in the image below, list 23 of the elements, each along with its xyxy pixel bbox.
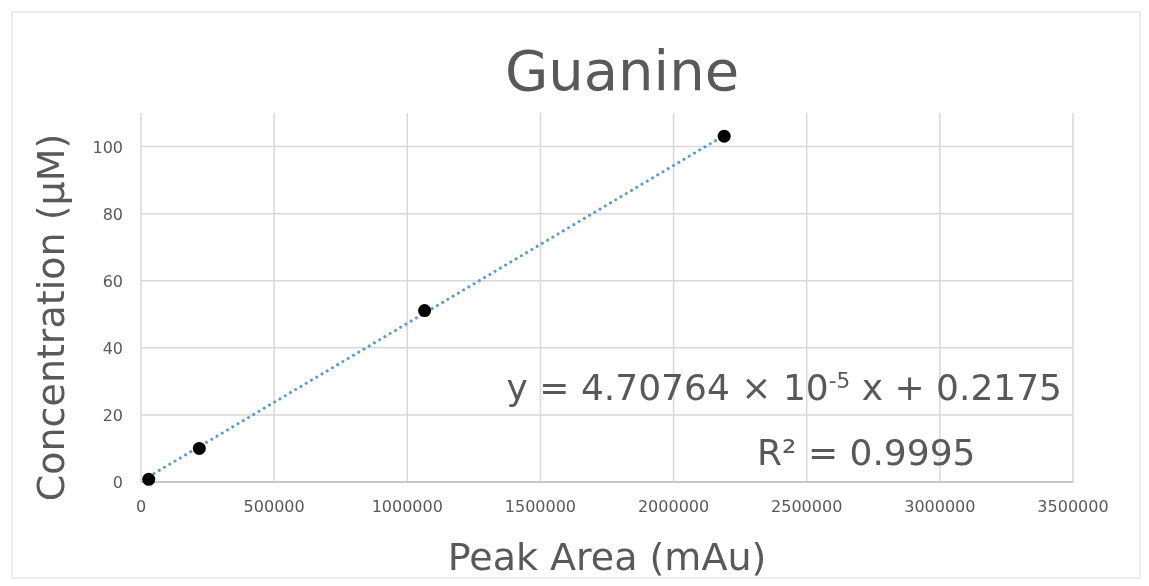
y-tick-label: 100	[92, 137, 123, 157]
annotation: y = 4.70764 × 10$^{-5}$ x + 0.2175	[506, 367, 1062, 408]
x-tick-label: 2500000	[771, 497, 843, 516]
x-tick-label: 3500000	[1037, 497, 1109, 516]
point	[142, 472, 156, 486]
x-axis-title: Peak Area (mAu)	[447, 535, 767, 579]
point	[192, 441, 206, 455]
y-tick-label: 20	[102, 405, 123, 425]
point	[418, 304, 432, 318]
x-tick-label: 500000	[243, 497, 305, 516]
x-tick-label: 1500000	[504, 497, 577, 516]
x-tick-label: 2000000	[637, 497, 710, 516]
y-tick-label: 80	[102, 204, 123, 224]
y-tick-label: 0	[112, 473, 123, 492]
x-tick-label: 3000000	[904, 497, 976, 516]
x-tick-label: 1000000	[371, 497, 443, 516]
y-tick-label: 60	[102, 271, 123, 291]
x-tick-label: 0	[135, 497, 147, 516]
y-tick-label: 40	[102, 338, 123, 358]
chart-title: Guanine	[504, 38, 740, 103]
annotation: R² = 0.9995	[757, 432, 976, 473]
point	[717, 129, 731, 143]
y-axis-title: Concentration (µM)	[29, 133, 73, 502]
